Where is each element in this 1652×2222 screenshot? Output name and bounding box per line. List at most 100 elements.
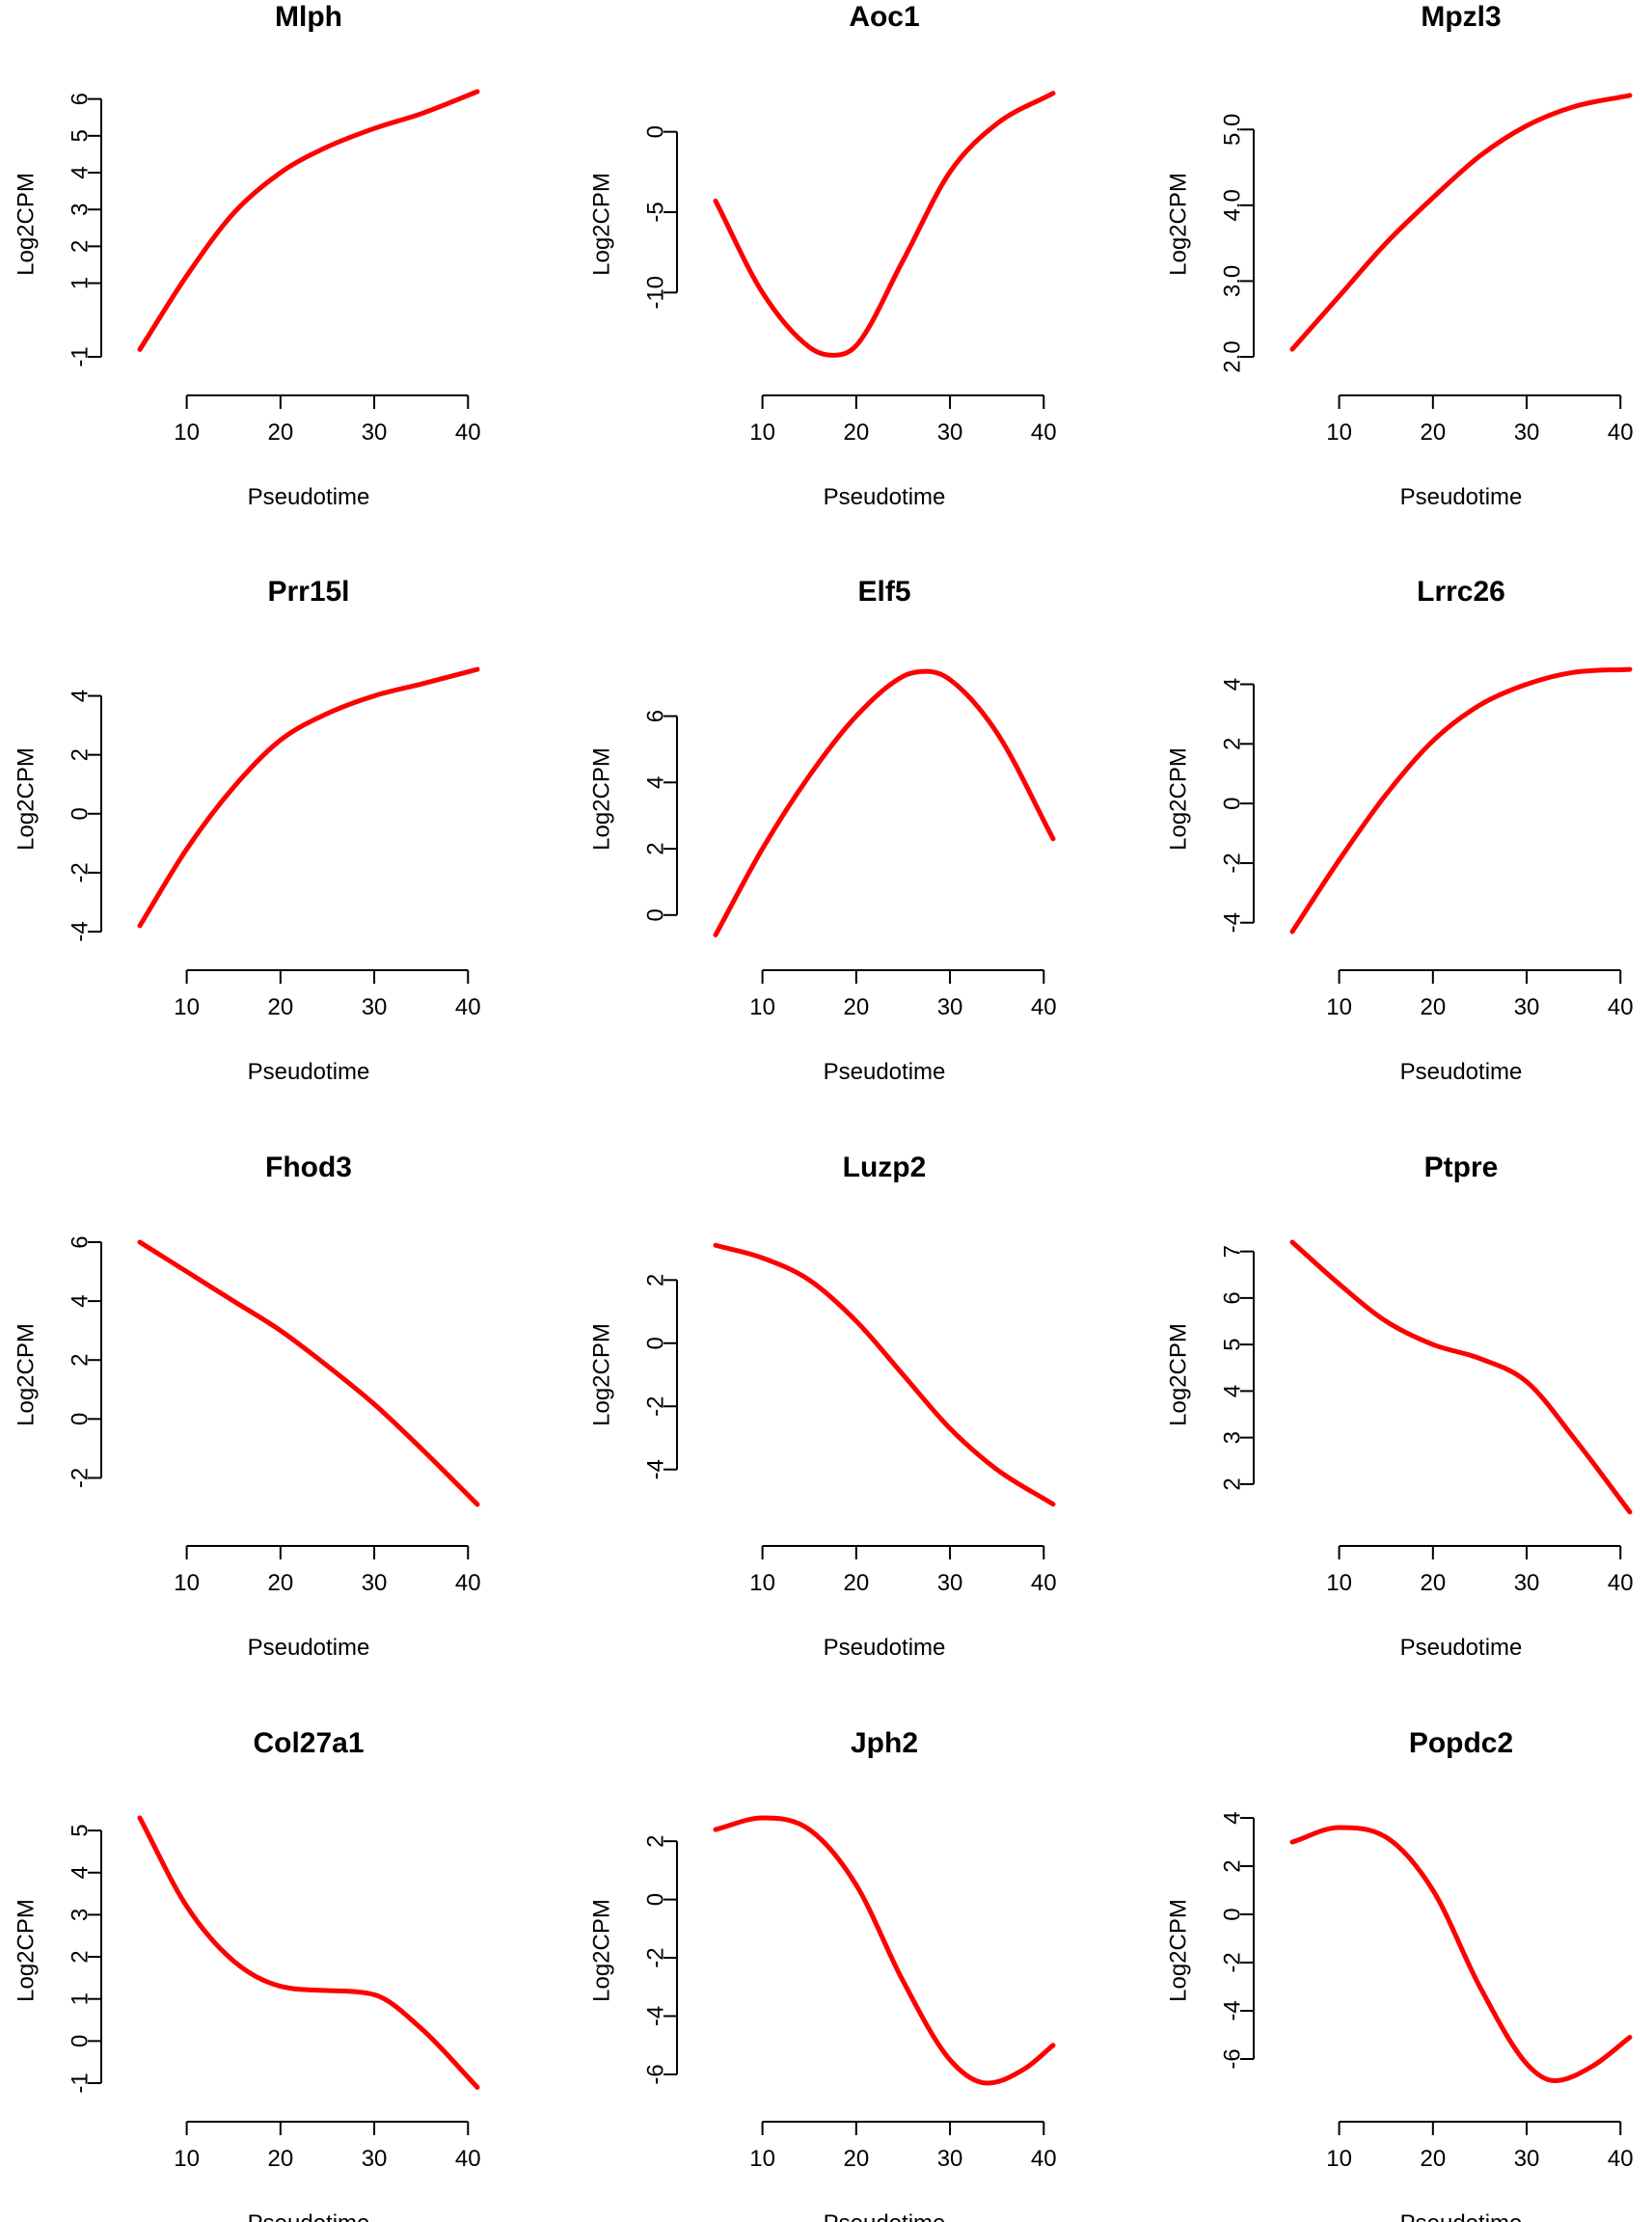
y-tick-label: 2.0 bbox=[1220, 340, 1246, 372]
y-tick-label: 7 bbox=[1220, 1245, 1246, 1258]
y-tick-label: 4 bbox=[1220, 1385, 1246, 1397]
x-tick-label: 10 bbox=[174, 994, 200, 1020]
panel-title: Ptpre bbox=[1424, 1152, 1499, 1183]
y-tick-label: 5.0 bbox=[1220, 114, 1246, 146]
x-axis-label: Pseudotime bbox=[248, 1059, 370, 1085]
x-tick-label: 20 bbox=[843, 420, 869, 446]
panel: Ptpre 2 3 4 5 6 7 10 20 30 40 Pseudotime Log2CPM bbox=[1166, 1152, 1634, 1661]
panel-title: Luzp2 bbox=[843, 1152, 927, 1183]
y-axis-label: Log2CPM bbox=[14, 1899, 40, 2002]
x-tick-label: 20 bbox=[1420, 994, 1446, 1020]
x-tick-label: 40 bbox=[455, 1570, 481, 1596]
y-tick-label: 2 bbox=[1220, 738, 1246, 750]
panel-title: Fhod3 bbox=[265, 1152, 352, 1183]
panel: Elf5 0 2 4 6 10 20 30 40 Pseudotime Log2CPM bbox=[589, 576, 1057, 1085]
y-tick-label: 0 bbox=[1220, 797, 1246, 809]
y-tick-label: 3 bbox=[68, 203, 94, 216]
x-tick-label: 30 bbox=[937, 994, 963, 1020]
y-tick-label: 0 bbox=[68, 807, 94, 820]
y-tick-label: 2 bbox=[1220, 1477, 1246, 1490]
y-axis-label: Log2CPM bbox=[1166, 1899, 1192, 2002]
series-line bbox=[1289, 1239, 1633, 1515]
x-tick-label: 40 bbox=[1608, 994, 1634, 1020]
x-tick-label: 30 bbox=[362, 420, 388, 446]
panel-title: Mlph bbox=[275, 1, 342, 33]
series-line bbox=[713, 668, 1056, 937]
panel-title: Lrrc26 bbox=[1417, 576, 1505, 608]
y-tick-label: -4 bbox=[643, 1459, 669, 1479]
x-tick-label: 20 bbox=[843, 1570, 869, 1596]
y-tick-label: -2 bbox=[68, 862, 94, 882]
y-tick-label: 2 bbox=[643, 1274, 669, 1287]
x-tick-label: 10 bbox=[174, 1570, 200, 1596]
y-tick-label: -4 bbox=[643, 2006, 669, 2026]
y-axis-label: Log2CPM bbox=[14, 747, 40, 851]
x-tick-label: 40 bbox=[1031, 420, 1057, 446]
y-tick-label: -1 bbox=[68, 2073, 94, 2093]
x-axis-label: Pseudotime bbox=[248, 1635, 370, 1661]
x-tick-label: 30 bbox=[362, 1570, 388, 1596]
series-line bbox=[137, 1239, 480, 1507]
y-tick-label: 2 bbox=[1220, 1859, 1246, 1872]
y-tick-label: -1 bbox=[68, 346, 94, 366]
y-tick-label: 5 bbox=[1220, 1338, 1246, 1350]
x-tick-label: 10 bbox=[749, 1570, 775, 1596]
series-line bbox=[137, 666, 480, 929]
x-tick-label: 10 bbox=[174, 420, 200, 446]
x-axis-label: Pseudotime bbox=[824, 1635, 946, 1661]
x-tick-label: 20 bbox=[267, 420, 293, 446]
y-tick-label: 0 bbox=[643, 1893, 669, 1906]
y-tick-label: 2 bbox=[643, 842, 669, 854]
y-tick-label: 4 bbox=[68, 1866, 94, 1879]
series-line bbox=[137, 1815, 480, 2090]
x-tick-label: 20 bbox=[843, 994, 869, 1020]
y-tick-label: 0 bbox=[68, 1413, 94, 1425]
panel-title: Jph2 bbox=[851, 1727, 918, 1759]
x-axis-label: Pseudotime bbox=[1400, 2210, 1523, 2222]
series-line bbox=[137, 89, 480, 352]
x-tick-label: 10 bbox=[1326, 420, 1352, 446]
y-tick-label: -2 bbox=[643, 1396, 669, 1417]
x-tick-label: 20 bbox=[267, 994, 293, 1020]
panel: Lrrc26 -4 -2 0 2 4 10 20 30 40 Pseudotime Log2CPM bbox=[1166, 576, 1634, 1085]
x-tick-label: 40 bbox=[455, 2146, 481, 2172]
x-tick-label: 40 bbox=[1608, 1570, 1634, 1596]
x-tick-label: 30 bbox=[362, 2146, 388, 2172]
y-tick-label: -2 bbox=[1220, 1952, 1246, 1972]
x-tick-label: 10 bbox=[749, 420, 775, 446]
y-tick-label: 2 bbox=[643, 1834, 669, 1847]
y-tick-label: 3.0 bbox=[1220, 265, 1246, 297]
panel-title: Popdc2 bbox=[1409, 1727, 1513, 1759]
panel: Fhod3 -2 0 2 4 6 10 20 30 40 Pseudotime Log2CPM bbox=[14, 1152, 481, 1661]
y-tick-label: 4 bbox=[68, 1294, 94, 1307]
x-tick-label: 10 bbox=[174, 2146, 200, 2172]
x-tick-label: 20 bbox=[267, 2146, 293, 2172]
x-axis-label: Pseudotime bbox=[824, 2210, 946, 2222]
y-tick-label: 4 bbox=[68, 166, 94, 178]
x-tick-label: 40 bbox=[1031, 994, 1057, 1020]
panel: Mlph -1 1 2 3 4 5 6 10 20 30 40 Pseudotime Log2CPM bbox=[14, 1, 481, 510]
panel-title: Prr15l bbox=[267, 576, 349, 608]
x-tick-label: 20 bbox=[267, 1570, 293, 1596]
y-axis-label: Log2CPM bbox=[589, 747, 615, 851]
y-axis-label: Log2CPM bbox=[1166, 173, 1192, 276]
y-tick-label: -5 bbox=[643, 202, 669, 222]
y-axis-label: Log2CPM bbox=[14, 173, 40, 276]
panel-title: Col27a1 bbox=[253, 1727, 364, 1759]
panel: Popdc2 -6 -4 -2 0 2 4 10 20 30 40 Pseudotime Log2CPM bbox=[1166, 1727, 1634, 2222]
y-tick-label: -4 bbox=[1220, 912, 1246, 933]
x-tick-label: 10 bbox=[1326, 994, 1352, 1020]
x-tick-label: 40 bbox=[455, 994, 481, 1020]
series-line bbox=[713, 1242, 1056, 1507]
panel-title: Mpzl3 bbox=[1421, 1, 1501, 33]
x-tick-label: 30 bbox=[1514, 1570, 1540, 1596]
x-tick-label: 40 bbox=[1031, 2146, 1057, 2172]
y-axis-label: Log2CPM bbox=[589, 173, 615, 276]
x-axis-label: Pseudotime bbox=[248, 484, 370, 510]
y-tick-label: 6 bbox=[643, 710, 669, 722]
panel: Aoc1 -10 -5 0 10 20 30 40 Pseudotime Log2CPM bbox=[589, 1, 1057, 510]
y-tick-label: 2 bbox=[68, 1354, 94, 1367]
panel: Jph2 -6 -4 -2 0 2 10 20 30 40 Pseudotime Log2CPM bbox=[589, 1727, 1057, 2222]
y-tick-label: -6 bbox=[1220, 2048, 1246, 2069]
